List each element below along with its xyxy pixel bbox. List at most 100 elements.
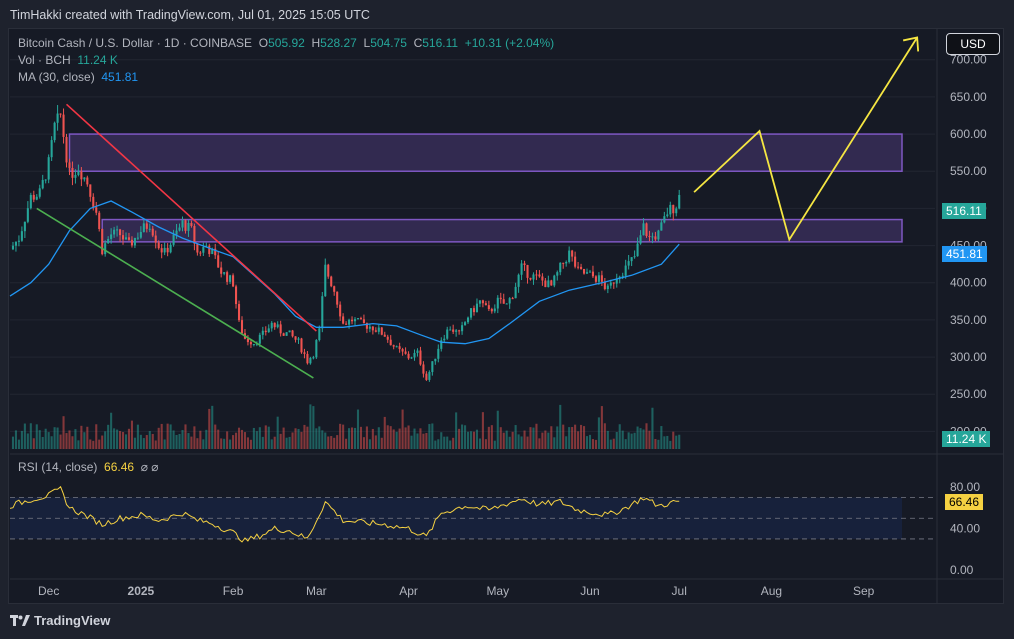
volume-bar xyxy=(663,436,666,449)
legend-volume-label: Vol · BCH xyxy=(18,53,71,67)
candle-body xyxy=(368,326,371,329)
volume-bar xyxy=(502,432,505,449)
candle-body xyxy=(14,241,17,246)
tradingview-logo[interactable]: TradingView xyxy=(10,613,110,628)
candle-body xyxy=(190,223,193,226)
candle-body xyxy=(74,174,77,178)
candle-body xyxy=(356,318,360,320)
volume-bar xyxy=(53,427,56,449)
legend-ma: MA (30, close) 451.81 xyxy=(18,70,138,84)
candle-body xyxy=(127,237,131,240)
price-tag-current: 516.11 xyxy=(942,203,986,219)
candle-body xyxy=(455,330,458,332)
volume-bar xyxy=(205,429,208,449)
candle-body xyxy=(514,286,517,299)
rsi-tick-label: 80.00 xyxy=(950,480,980,494)
volume-bar xyxy=(478,438,481,449)
volume-bar xyxy=(657,439,660,449)
candle-body xyxy=(594,276,597,282)
candle-body xyxy=(32,194,35,200)
rsi-line xyxy=(9,485,680,543)
price-tick-label: 650.00 xyxy=(950,90,987,104)
volume-bar xyxy=(413,428,416,449)
candle-body xyxy=(336,291,339,305)
volume-bar xyxy=(490,425,493,449)
candle-body xyxy=(675,208,678,214)
candle-body xyxy=(639,235,642,244)
candle-body xyxy=(597,275,600,282)
volume-bar xyxy=(559,404,562,449)
legend-open: 505.92 xyxy=(268,36,305,50)
candle-body xyxy=(294,336,297,340)
candle-body xyxy=(571,250,574,257)
candle-body xyxy=(535,274,538,276)
candle-body xyxy=(53,122,56,141)
volume-bar xyxy=(419,428,422,449)
candle-body xyxy=(65,136,68,163)
volume-bar xyxy=(32,438,35,449)
support-trend-line xyxy=(36,207,314,379)
candle-body xyxy=(466,317,470,323)
candle-body xyxy=(62,114,65,137)
volume-bar xyxy=(368,439,371,449)
candle-body xyxy=(193,225,196,244)
currency-button[interactable]: USD xyxy=(946,33,1000,55)
volume-bar xyxy=(609,439,612,449)
volume-bar xyxy=(585,436,589,449)
candle-body xyxy=(556,272,559,276)
price-tick-label: 600.00 xyxy=(950,127,987,141)
candle-body xyxy=(196,243,199,253)
volume-bar xyxy=(505,430,508,449)
candle-body xyxy=(321,296,324,329)
volume-bar xyxy=(446,436,449,449)
volume-bar xyxy=(633,432,636,449)
candle-body xyxy=(276,324,279,328)
volume-tag: 11.24 K xyxy=(942,431,991,447)
candle-body xyxy=(547,280,550,288)
volume-bar xyxy=(169,424,172,449)
time-tick-label: Dec xyxy=(38,584,59,598)
volume-bar xyxy=(101,435,104,449)
candle-body xyxy=(508,298,511,304)
volume-bar xyxy=(434,440,437,449)
volume-bar xyxy=(568,427,571,449)
volume-bar xyxy=(336,435,339,449)
legend-low: 504.75 xyxy=(370,36,407,50)
volume-bar xyxy=(577,431,580,449)
candle-body xyxy=(532,274,535,280)
volume-bar xyxy=(133,437,136,449)
volume-bar xyxy=(345,438,348,449)
candle-body xyxy=(154,235,157,243)
volume-bar xyxy=(157,427,160,449)
volume-bar xyxy=(353,427,357,449)
volume-bar xyxy=(466,431,470,449)
tradingview-logo-icon xyxy=(10,614,30,626)
volume-bar xyxy=(214,424,217,449)
candle-body xyxy=(663,216,666,223)
candle-body xyxy=(20,231,23,241)
volume-bar xyxy=(499,427,502,449)
volume-bar xyxy=(377,427,380,449)
volume-bar xyxy=(237,427,241,449)
projection-arrowhead xyxy=(902,36,920,52)
candle-body xyxy=(365,323,368,329)
candle-body xyxy=(577,266,580,268)
volume-bar xyxy=(113,428,116,449)
candle-body xyxy=(223,272,226,274)
volume-bar xyxy=(20,430,23,449)
candle-body xyxy=(261,330,264,335)
candle-body xyxy=(574,256,577,267)
candle-body xyxy=(124,237,128,240)
volume-bar xyxy=(380,437,383,449)
volume-bar xyxy=(166,423,169,449)
volume-bar xyxy=(184,424,187,449)
candle-body xyxy=(92,196,95,208)
legend-rsi-value: 66.46 xyxy=(104,460,135,474)
volume-bar xyxy=(62,416,65,449)
volume-bar xyxy=(648,430,651,449)
time-tick-label: Mar xyxy=(306,584,327,598)
candle-body xyxy=(95,207,98,213)
candle-body xyxy=(678,195,681,209)
candle-body xyxy=(17,240,20,242)
